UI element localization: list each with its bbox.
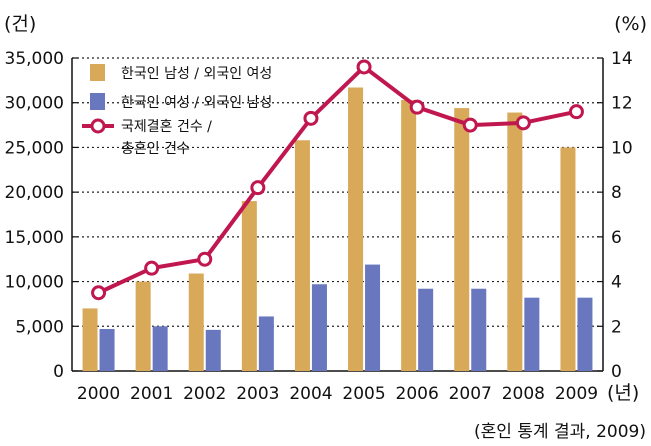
left-tick-label: 35,000: [5, 49, 64, 69]
right-tick-label: 2: [611, 317, 622, 337]
right-axis-unit: (%): [614, 13, 647, 35]
legend-label: 한국인 남성 / 외국인 여성: [121, 66, 272, 82]
ratio-point: [91, 285, 107, 301]
bar-korean-male-foreign-female: [348, 87, 364, 372]
bar-korean-female-foreign-male: [524, 297, 540, 371]
left-tick-label: 30,000: [5, 94, 64, 114]
bar-korean-female-foreign-male: [577, 297, 593, 371]
legend-swatch-korean-female: [90, 93, 105, 110]
ratio-point: [515, 115, 531, 131]
x-axis-unit: (년): [607, 382, 639, 404]
legend-label: 총혼인 건수: [121, 141, 190, 157]
bar-korean-male-foreign-female: [454, 108, 470, 371]
bar-korean-male-foreign-female: [560, 147, 576, 371]
bar-korean-female-foreign-male: [205, 329, 221, 371]
bar-korean-male-foreign-female: [82, 308, 98, 371]
ratio-line: [97, 64, 577, 295]
bar-korean-female-foreign-male: [152, 326, 168, 371]
ratio-point: [250, 180, 266, 196]
x-tick-label: 2005: [342, 384, 385, 404]
bar-korean-female-foreign-male: [258, 316, 274, 371]
left-tick-label: 0: [53, 362, 64, 382]
ratio-point: [303, 110, 319, 126]
ratio-point: [197, 251, 213, 267]
legend-swatch-korean-male: [90, 64, 105, 81]
ratio-point: [568, 104, 584, 120]
ratio-point: [409, 99, 425, 115]
left-tick-label: 25,000: [5, 138, 64, 158]
left-tick-label: 15,000: [5, 228, 64, 248]
ratio-point: [462, 117, 478, 133]
right-tick-label: 10: [611, 138, 633, 158]
x-tick-label: 2002: [183, 384, 226, 404]
right-tick-label: 14: [611, 49, 633, 69]
legend-label: 국제결혼 건수 /: [121, 119, 212, 135]
bar-korean-male-foreign-female: [401, 100, 417, 371]
right-tick-label: 4: [611, 273, 622, 293]
left-tick-label: 10,000: [5, 273, 64, 293]
x-tick-label: 2004: [289, 384, 332, 404]
bar-korean-female-foreign-male: [418, 288, 434, 371]
bar-korean-male-foreign-female: [294, 140, 310, 371]
ratio-point: [356, 59, 372, 75]
ratio-point: [144, 260, 160, 276]
right-tick-label: 12: [611, 94, 633, 114]
bar-korean-male-foreign-female: [241, 201, 257, 371]
legend-line-marker: [90, 118, 106, 134]
x-tick-label: 2007: [449, 384, 492, 404]
source-note: (혼인 통계 결과, 2009): [474, 422, 646, 442]
bar-korean-male-foreign-female: [135, 281, 151, 371]
bar-korean-female-foreign-male: [311, 284, 327, 371]
x-tick-label: 2003: [236, 384, 279, 404]
left-tick-label: 5,000: [15, 317, 64, 337]
x-tick-label: 2001: [130, 384, 173, 404]
legend-label: 한국인 여성 / 외국인 남성: [121, 95, 272, 111]
x-tick-label: 2006: [396, 384, 439, 404]
x-tick-label: 2009: [555, 384, 598, 404]
bar-korean-female-foreign-male: [471, 288, 487, 371]
left-tick-label: 20,000: [5, 183, 64, 203]
bar-korean-male-foreign-female: [507, 112, 523, 372]
bar-korean-female-foreign-male: [365, 264, 381, 371]
x-tick-label: 2000: [77, 384, 120, 404]
right-tick-label: 0: [611, 362, 622, 382]
x-tick-label: 2008: [502, 384, 545, 404]
left-axis-unit: (건): [4, 13, 36, 35]
right-tick-label: 8: [611, 183, 622, 203]
right-tick-label: 6: [611, 228, 622, 248]
bar-korean-male-foreign-female: [188, 273, 204, 371]
bar-korean-female-foreign-male: [99, 328, 115, 371]
